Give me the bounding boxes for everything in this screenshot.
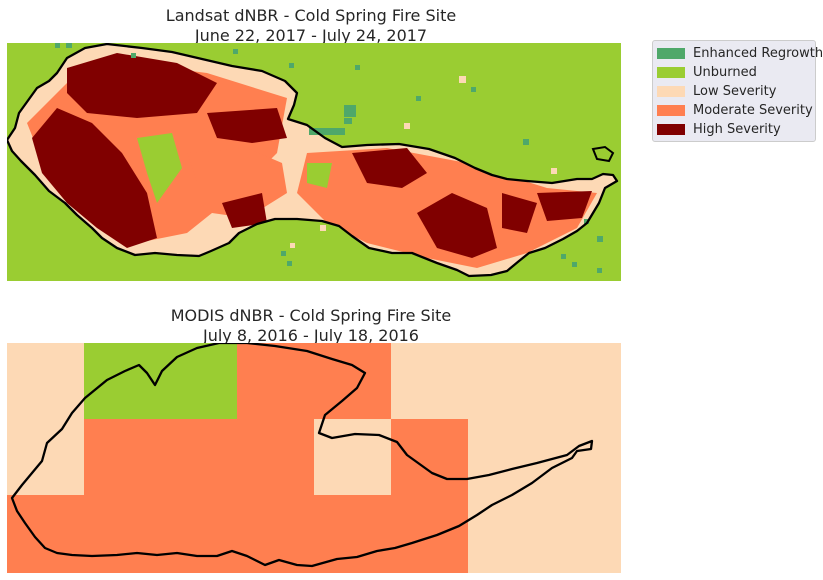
modis-title-line2: July 8, 2016 - July 18, 2016 [203, 326, 419, 345]
modis-map-title: MODIS dNBR - Cold Spring Fire Site July … [0, 306, 622, 346]
landsat-map-title: Landsat dNBR - Cold Spring Fire Site Jun… [0, 6, 622, 46]
legend-swatch [657, 48, 685, 59]
scattered-low-severity-pixels [290, 76, 557, 248]
high-severity-zone-north-center [207, 108, 287, 143]
landsat-fire-perimeter [7, 43, 619, 278]
landsat-title-line2: June 22, 2017 - July 24, 2017 [194, 26, 428, 45]
legend-item-unburned: Unburned [657, 63, 757, 82]
legend-label: Moderate Severity [693, 103, 813, 118]
legend-swatch [657, 105, 685, 116]
legend-label: High Severity [693, 122, 781, 137]
legend-item-low-severity: Low Severity [657, 82, 776, 101]
high-severity-zone-east-4 [537, 191, 592, 221]
legend-label: Unburned [693, 65, 757, 80]
unburned-patch-2 [307, 163, 332, 188]
modis-pixel-grid [7, 343, 621, 573]
legend-swatch [657, 67, 685, 78]
high-severity-zone-east-3 [502, 193, 537, 233]
legend-item-moderate-severity: Moderate Severity [657, 101, 813, 120]
modis-fire-perimeter [10, 343, 594, 568]
high-severity-zone-east-1 [352, 148, 427, 188]
legend-label: Enhanced Regrowth [693, 46, 823, 61]
legend-swatch [657, 86, 685, 97]
severity-legend: Enhanced Regrowth Unburned Low Severity … [652, 40, 823, 142]
legend-item-enhanced-regrowth: Enhanced Regrowth [657, 44, 823, 63]
high-severity-zone-west [32, 108, 157, 248]
modis-title-line1: MODIS dNBR - Cold Spring Fire Site [170, 306, 452, 325]
high-severity-zone-east-2 [417, 193, 497, 258]
landsat-dnbr-map [7, 43, 621, 281]
modis-dnbr-map [7, 343, 621, 573]
legend-label: Low Severity [693, 84, 777, 99]
landsat-perimeter-islet [591, 145, 615, 163]
high-severity-zone-north [67, 53, 217, 118]
legend-swatch [657, 124, 685, 135]
high-severity-zone-south-center [222, 193, 267, 228]
landsat-title-line1: Landsat dNBR - Cold Spring Fire Site [165, 6, 457, 25]
enhanced-regrowth-pixels [55, 43, 603, 273]
legend-item-high-severity: High Severity [657, 120, 781, 139]
unburned-patch-1 [137, 133, 182, 203]
